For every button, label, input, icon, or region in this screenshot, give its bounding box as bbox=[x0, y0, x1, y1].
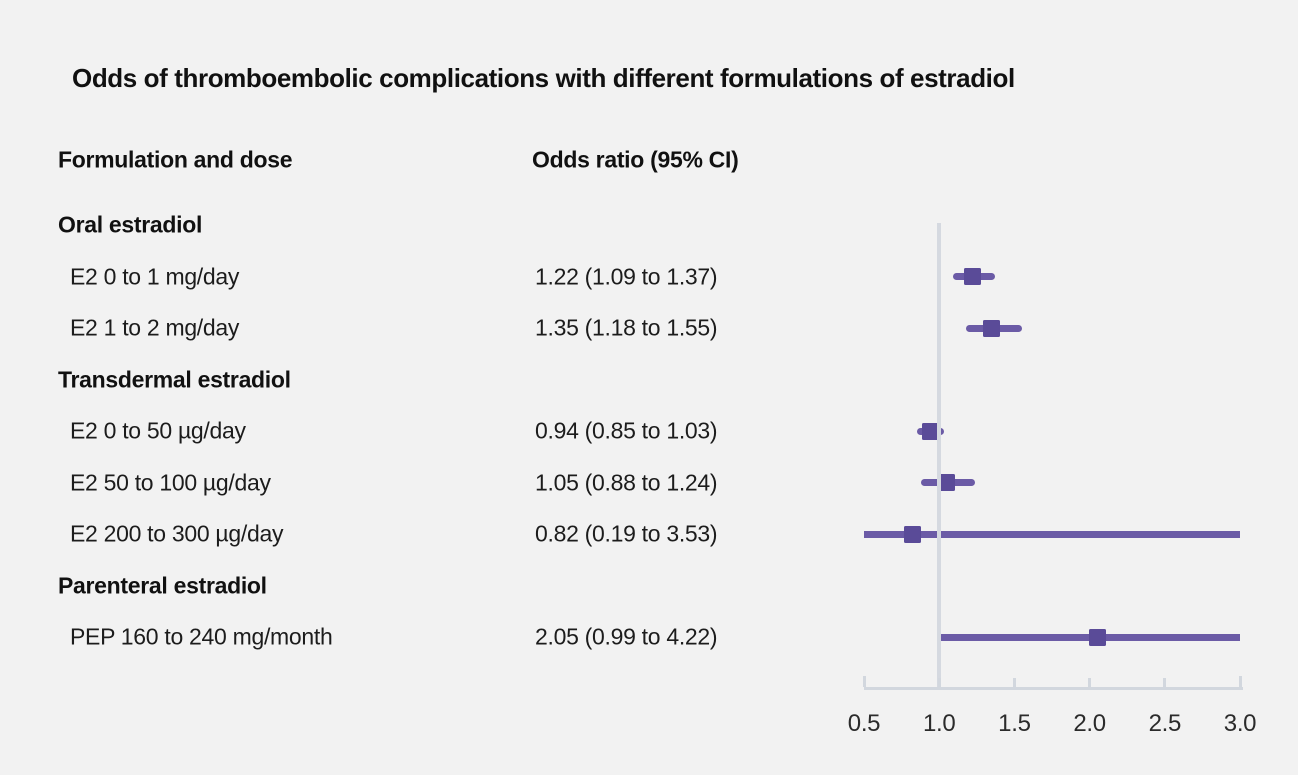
column-header-formulation: Formulation and dose bbox=[58, 146, 293, 173]
axis-tick bbox=[1163, 678, 1167, 687]
group-header-label: Parenteral estradiol bbox=[58, 572, 267, 598]
axis-tick bbox=[1012, 678, 1016, 687]
odds-ratio-value: 0.94 (0.85 to 1.03) bbox=[535, 417, 718, 444]
x-axis-line bbox=[864, 687, 1243, 690]
chart-title: Odds of thromboembolic complications wit… bbox=[72, 63, 1015, 93]
row-label: E2 0 to 1 mg/day bbox=[70, 263, 240, 289]
row-label: E2 1 to 2 mg/day bbox=[70, 314, 240, 341]
group-header-label: Oral estradiol bbox=[58, 211, 203, 238]
group-header-label: Transdermal estradiol bbox=[58, 366, 291, 392]
odds-ratio-value: 1.05 (0.88 to 1.24) bbox=[535, 469, 718, 495]
point-estimate-marker bbox=[1088, 628, 1106, 646]
column-header-odds-ratio: Odds ratio (95% CI) bbox=[532, 146, 739, 173]
odds-ratio-value: 1.35 (1.18 to 1.55) bbox=[535, 314, 718, 341]
axis-tick-label: 2.5 bbox=[1148, 710, 1182, 737]
odds-ratio-value: 1.22 (1.09 to 1.37) bbox=[535, 263, 718, 289]
point-estimate-marker bbox=[938, 474, 956, 491]
axis-tick bbox=[862, 676, 866, 687]
odds-ratio-value: 2.05 (0.99 to 4.22) bbox=[535, 623, 718, 650]
axis-tick-label: 1.0 bbox=[922, 710, 956, 737]
row-label: PEP 160 to 240 mg/month bbox=[70, 623, 333, 650]
axis-tick-label: 0.5 bbox=[847, 710, 881, 737]
point-estimate-marker bbox=[903, 525, 921, 543]
axis-tick bbox=[937, 678, 941, 687]
point-estimate-marker bbox=[983, 319, 1001, 337]
axis-tick-label: 1.5 bbox=[998, 710, 1031, 737]
point-estimate-marker bbox=[921, 422, 939, 440]
confidence-interval-line bbox=[864, 530, 1240, 538]
axis-tick bbox=[1088, 678, 1092, 687]
row-label: E2 50 to 100 µg/day bbox=[70, 469, 271, 495]
row-label: E2 200 to 300 µg/day bbox=[70, 520, 284, 547]
reference-line-1.0 bbox=[937, 223, 942, 687]
point-estimate-marker bbox=[963, 268, 981, 285]
axis-tick bbox=[1238, 676, 1242, 687]
axis-tick-label: 2.0 bbox=[1073, 710, 1106, 737]
odds-ratio-value: 0.82 (0.19 to 3.53) bbox=[535, 520, 718, 547]
row-label: E2 0 to 50 µg/day bbox=[70, 417, 246, 444]
axis-tick-label: 3.0 bbox=[1223, 710, 1257, 737]
